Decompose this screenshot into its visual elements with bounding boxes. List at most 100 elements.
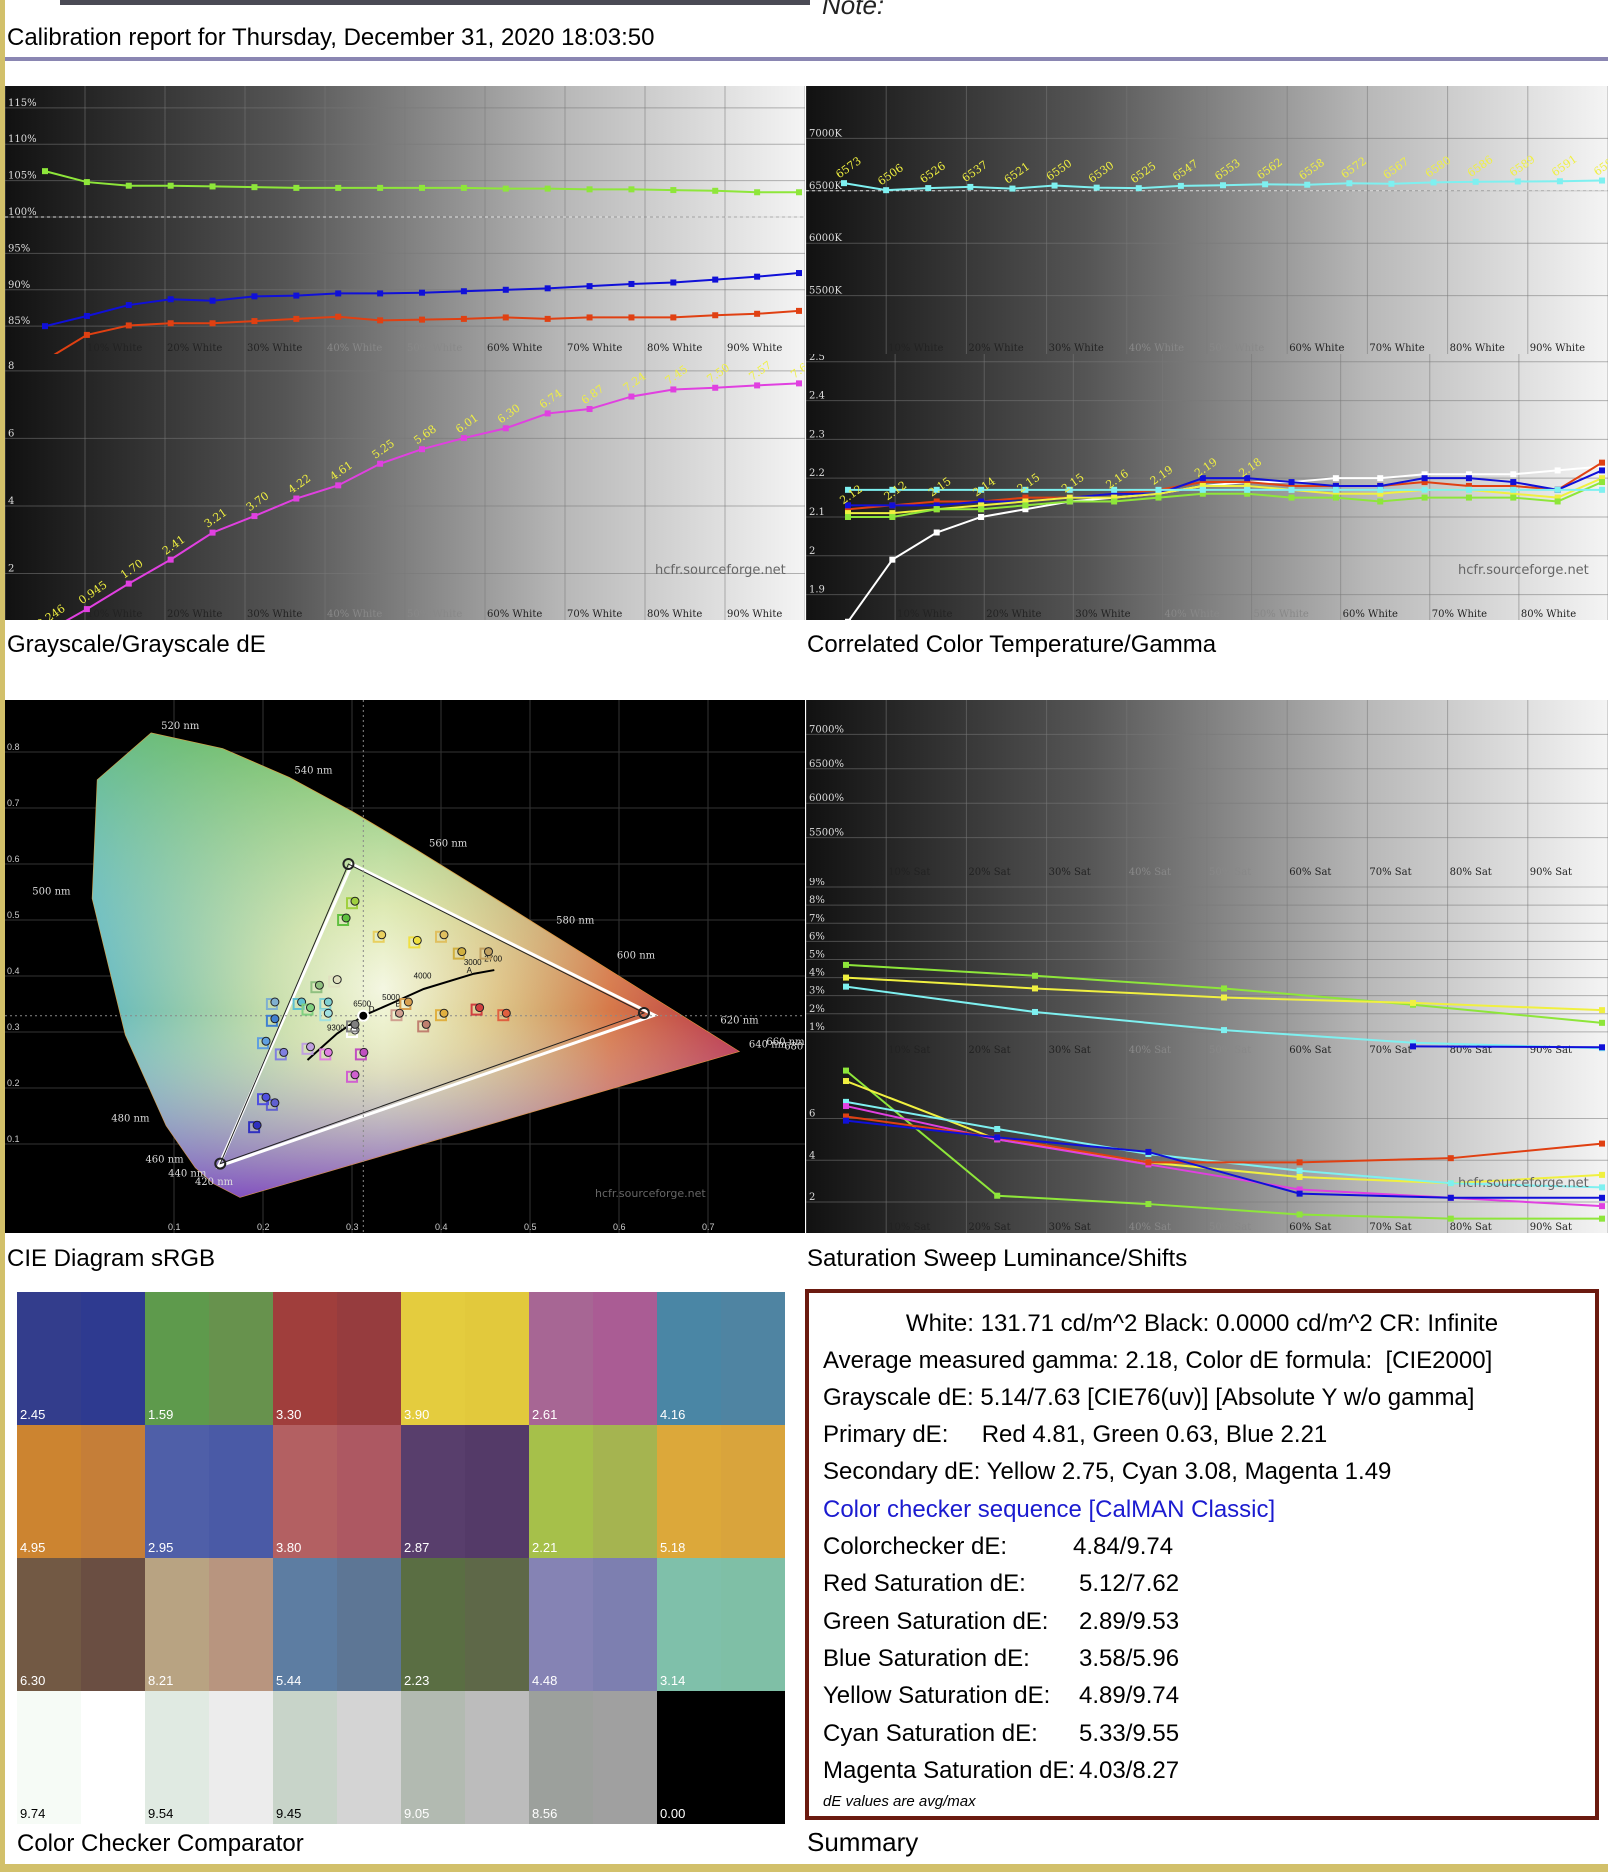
checker-patch-de: 9.54: [148, 1806, 174, 1821]
x-tick-label: 80% Sat: [1450, 1045, 1492, 1056]
data-point-green: [1066, 498, 1073, 505]
checker-patch: 0.00: [657, 1691, 785, 1824]
checker-patch-de: 1.59: [148, 1407, 174, 1422]
checker-patch: 5.18: [657, 1425, 785, 1558]
data-point-de: [712, 384, 719, 391]
sat-shift-chart: 1% 2% 3% 4% 5% 6% 7% 8% 9% 10% Sat 20% Sat 30% Sat 4…: [806, 878, 1608, 1056]
data-point-blue: [1199, 475, 1206, 482]
data-point-cyan: [1447, 1180, 1454, 1187]
series-line-green: [845, 1069, 1602, 1220]
measured-point: [270, 997, 280, 1007]
data-point-cct: [1009, 185, 1016, 192]
data-point-blue: [1421, 475, 1428, 482]
data-point-red: [1599, 1140, 1605, 1147]
data-point-de: [670, 386, 677, 393]
data-point-yellow: [1111, 494, 1118, 501]
data-point-green: [1447, 1215, 1454, 1222]
checker-patch-reference: [17, 1558, 81, 1691]
checker-patch-measured: [593, 1292, 657, 1425]
data-point-de: [502, 425, 509, 432]
data-point-blue: [1111, 490, 1118, 497]
checker-patch-reference: [145, 1425, 209, 1558]
data-point-yellow: [1066, 494, 1073, 501]
measured-point: [261, 1036, 271, 1046]
checker-patch-de: 8.21: [148, 1673, 174, 1688]
checker-patch-reference: [529, 1558, 593, 1691]
checker-patch: 4.16: [657, 1292, 785, 1425]
data-point-blue: [1599, 467, 1605, 474]
data-point-blue: [670, 279, 677, 286]
x-tick-label: 60% White: [1289, 343, 1344, 354]
measured-point: [377, 930, 387, 940]
data-point-yellow: [1032, 985, 1038, 992]
checker-patch-measured: [81, 1425, 145, 1558]
y-tick-label: 4%: [809, 968, 825, 979]
data-point-yellow: [1410, 999, 1416, 1006]
data-point-green: [1599, 479, 1605, 486]
y-tick-label: 6%: [809, 931, 825, 942]
checker-patch: 2.45: [17, 1292, 145, 1425]
checker-patch-measured: [337, 1558, 401, 1691]
y-tick-label: 1.9: [809, 585, 825, 596]
y-tick-label: 2: [8, 563, 14, 574]
x-tick-label: 90% White: [1530, 343, 1585, 354]
data-point-blue: [933, 502, 940, 509]
checker-patch-reference: [529, 1425, 593, 1558]
data-point-de: [796, 380, 802, 387]
data-point-blue: [83, 312, 90, 319]
data-point-de: [544, 410, 551, 417]
data-point-blue: [419, 289, 425, 296]
wavelength-label: 600 nm: [617, 950, 656, 961]
series-line-green: [848, 481, 1603, 518]
cct-label: D: [369, 1005, 375, 1014]
measured-point: [350, 1070, 360, 1080]
data-point-green: [1155, 494, 1162, 501]
y-tick-label: 6000K: [809, 233, 842, 244]
checker-patch-de: 2.21: [532, 1540, 558, 1555]
data-point-green: [754, 189, 761, 196]
checker-patch-de: 3.14: [660, 1673, 686, 1688]
color-checker-sequence-link[interactable]: Color checker sequence [CalMAN Classic]: [823, 1496, 1276, 1523]
data-point-green: [1288, 494, 1295, 501]
data-point-cyan: [1599, 486, 1605, 493]
wavelength-label: 680 nm: [784, 1041, 805, 1052]
measured-point: [261, 1092, 271, 1102]
checker-patch: 9.54: [145, 1691, 273, 1824]
data-point-cct: [925, 185, 932, 192]
data-point-yellow: [1599, 1171, 1605, 1178]
checker-patch: 4.48: [529, 1558, 657, 1691]
data-point-red: [1296, 1159, 1303, 1166]
summary-primary: Primary dE: Red 4.81, Green 0.63, Blue 2…: [823, 1421, 1328, 1448]
summary-de-value: 4.89/9.74: [1079, 1682, 1180, 1710]
data-point-cyan: [1599, 1184, 1605, 1191]
y-tick-label: 2%: [809, 1004, 825, 1015]
summary-de-label: Yellow Saturation dE:: [823, 1682, 1051, 1710]
x-tick-label: 0.3: [346, 1222, 359, 1232]
note-heading: Note:: [822, 0, 885, 20]
data-point-red: [293, 315, 300, 322]
y-tick-label: 0.7: [7, 798, 20, 808]
data-point-green: [1510, 494, 1517, 501]
page-frame-left: [0, 0, 5, 1872]
data-point-blue: [843, 1117, 849, 1124]
measured-point: [359, 1047, 369, 1057]
checker-patch-measured: [81, 1558, 145, 1691]
x-tick-label: 50% Sat: [1209, 1222, 1251, 1233]
checker-patch: 3.30: [273, 1292, 401, 1425]
checker-patch: 9.05: [401, 1691, 529, 1824]
data-point-red: [125, 322, 132, 329]
measured-point: [306, 1042, 315, 1052]
checker-patch-reference: [17, 1691, 81, 1824]
y-tick-label: 8: [8, 361, 14, 372]
checker-caption: Color Checker Comparator: [17, 1830, 304, 1857]
data-point-green: [1111, 498, 1118, 505]
measured-point: [314, 980, 324, 990]
measured-point: [395, 1008, 404, 1018]
checker-patch-reference: [401, 1558, 465, 1691]
data-point-cyan: [1032, 1008, 1038, 1015]
data-point-green: [167, 182, 174, 189]
summary-de-value: 5.33/9.55: [1079, 1719, 1180, 1747]
data-point-blue: [1447, 1194, 1454, 1201]
measured-point: [270, 1014, 280, 1024]
data-point-blue: [377, 290, 384, 297]
